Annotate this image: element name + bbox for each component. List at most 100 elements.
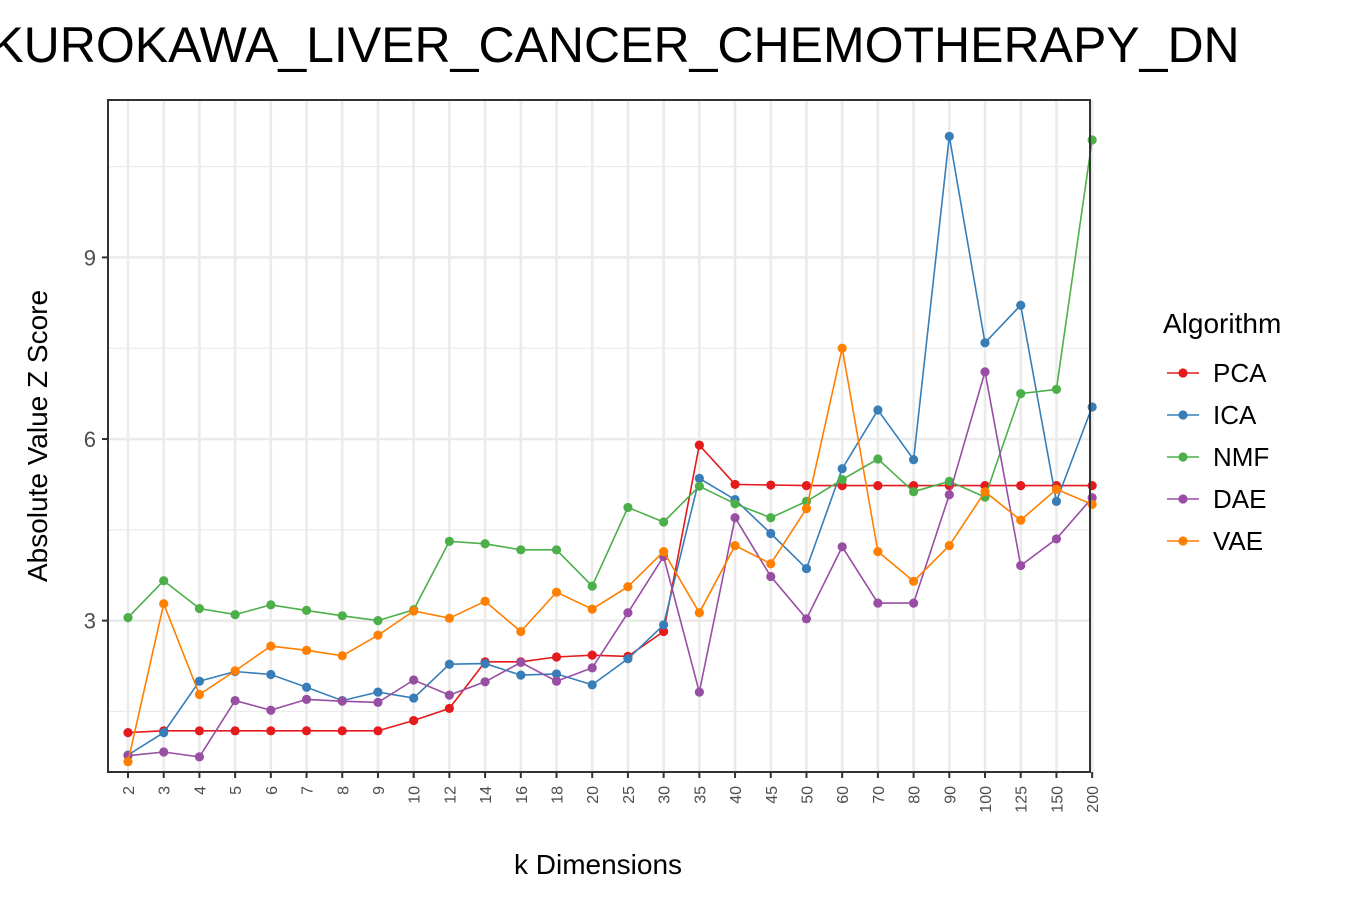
data-point — [194, 726, 205, 736]
data-point — [766, 513, 776, 523]
data-point — [123, 613, 133, 623]
x-tick-label: 100 — [978, 786, 995, 813]
x-axis: 2 3 4 5 6 7 8 9 10 12 14 16 18 20 25 30 35 40 45 50 60 70 80 90… — [121, 772, 1102, 813]
data-point — [730, 540, 740, 551]
x-tick-label: 125 — [1014, 786, 1031, 813]
x-tick-label: 150 — [1049, 786, 1066, 813]
data-point — [587, 680, 597, 690]
data-point — [766, 571, 776, 582]
x-tick-label: 10 — [407, 786, 424, 804]
data-point — [587, 650, 597, 660]
x-tick-label: 14 — [478, 786, 495, 804]
data-point — [730, 479, 740, 490]
data-point — [480, 677, 490, 687]
data-point — [266, 600, 276, 610]
legend-title: Algorithm — [1163, 308, 1281, 339]
data-point — [301, 726, 312, 736]
data-point — [837, 542, 847, 552]
data-point — [337, 651, 347, 661]
x-axis-title: k Dimensions — [514, 849, 682, 880]
x-tick-label: 18 — [550, 786, 567, 804]
series-nmf — [123, 135, 1097, 626]
data-point — [551, 587, 562, 597]
legend-label: ICA — [1213, 400, 1257, 430]
x-tick-label: 70 — [871, 786, 888, 804]
data-point — [301, 694, 312, 704]
data-point — [194, 752, 205, 762]
data-point — [266, 705, 276, 715]
data-point — [623, 582, 633, 592]
series-line — [127, 443, 1093, 734]
x-tick-label: 6 — [264, 786, 281, 795]
data-point — [159, 728, 169, 738]
data-point — [801, 481, 812, 491]
data-point — [444, 613, 454, 623]
data-point — [1051, 496, 1062, 506]
data-point — [230, 609, 240, 620]
series-dae — [123, 367, 1097, 762]
data-point — [230, 666, 240, 676]
data-point — [801, 614, 812, 624]
y-tick-label: 6 — [84, 427, 96, 452]
data-point — [659, 547, 669, 557]
data-point — [694, 473, 704, 483]
chart-title: KUROKAWA_LIVER_CANCER_CHEMOTHERAPY_DN — [0, 17, 1240, 73]
data-point — [1016, 560, 1026, 571]
x-tick-label: 12 — [442, 786, 459, 804]
data-point — [909, 598, 919, 608]
data-point — [301, 605, 312, 615]
data-point — [1087, 402, 1097, 412]
data-point — [123, 757, 133, 767]
x-tick-label: 3 — [157, 786, 174, 795]
data-point — [516, 657, 526, 668]
data-point — [194, 689, 205, 700]
legend-key-point — [1178, 536, 1188, 546]
data-point — [266, 726, 276, 736]
data-point — [480, 539, 490, 549]
data-point — [623, 608, 633, 618]
data-point — [730, 513, 740, 523]
legend-key-point — [1178, 410, 1188, 420]
y-tick-label: 9 — [84, 245, 96, 270]
y-axis-title: Absolute Value Z Score — [22, 290, 53, 582]
legend-key-point — [1178, 452, 1188, 462]
data-point — [837, 474, 847, 485]
x-tick-label: 60 — [835, 786, 852, 804]
legend-label: NMF — [1213, 442, 1269, 472]
data-point — [516, 545, 526, 555]
data-point — [194, 603, 205, 614]
data-point — [587, 663, 597, 673]
data-point — [873, 405, 883, 415]
grid-major — [108, 100, 1094, 772]
x-tick-label: 8 — [335, 786, 352, 795]
data-point — [873, 547, 883, 557]
legend-item-dae: DAE — [1167, 484, 1266, 514]
data-point — [230, 695, 240, 706]
data-point — [1051, 384, 1062, 394]
data-point — [659, 517, 669, 527]
legend-label: PCA — [1213, 358, 1267, 388]
data-point — [159, 599, 169, 609]
x-tick-label: 25 — [621, 786, 638, 804]
x-tick-label: 5 — [228, 786, 245, 795]
data-point — [373, 726, 383, 736]
x-tick-label: 80 — [907, 786, 924, 804]
data-point — [944, 540, 954, 551]
y-axis: 3 6 9 — [84, 245, 108, 634]
data-point — [766, 559, 776, 569]
data-point — [516, 670, 526, 680]
data-point — [873, 481, 883, 491]
x-tick-label: 200 — [1085, 786, 1102, 813]
data-point — [1016, 481, 1026, 491]
x-tick-label: 30 — [657, 786, 674, 804]
data-point — [694, 687, 704, 697]
legend-item-ica: ICA — [1167, 400, 1257, 430]
data-point — [623, 502, 633, 513]
x-tick-label: 2 — [121, 786, 138, 795]
data-point — [230, 726, 240, 736]
data-point — [409, 675, 419, 685]
x-tick-label: 7 — [300, 786, 317, 795]
data-point — [337, 696, 347, 706]
data-point — [801, 563, 812, 574]
